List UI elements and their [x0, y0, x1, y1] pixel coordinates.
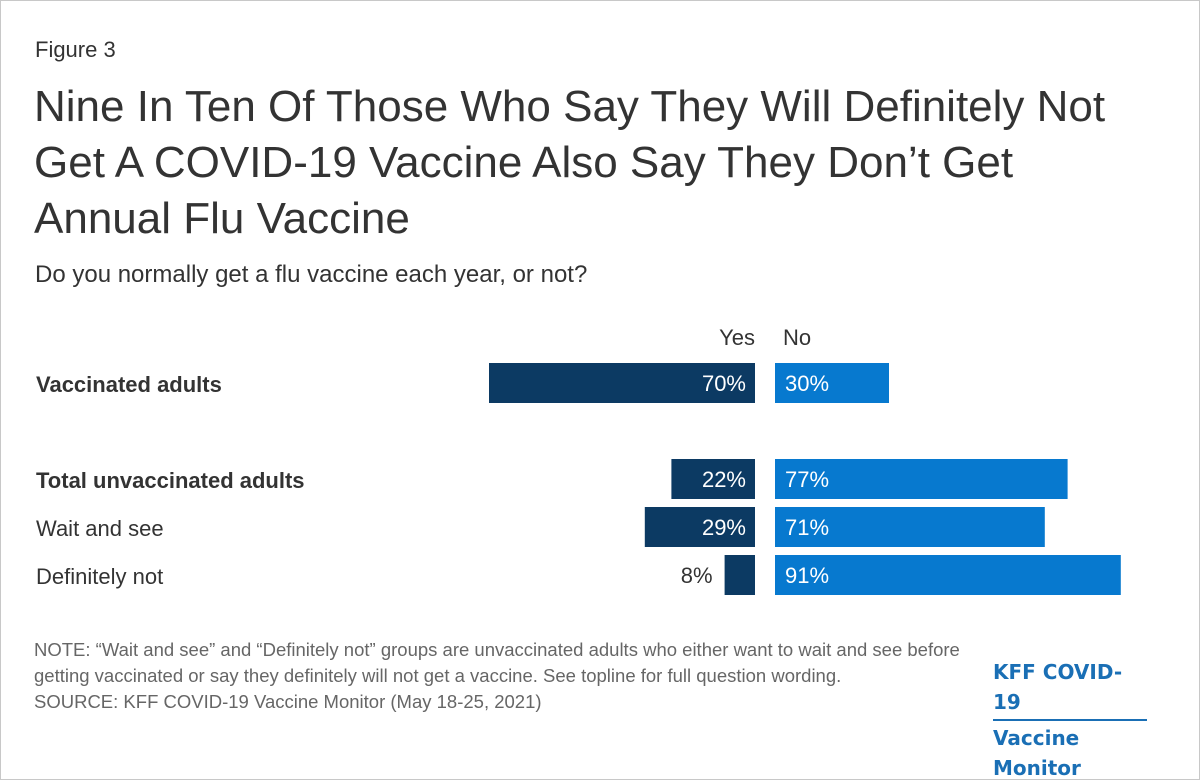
bar-yes [724, 555, 755, 595]
category-label: Total unvaccinated adults [36, 468, 305, 493]
footnote: NOTE: “Wait and see” and “Definitely not… [34, 637, 964, 715]
bar-no-label: 30% [785, 371, 829, 396]
bar-yes [644, 507, 755, 547]
bar-yes-label: 29% [702, 515, 746, 540]
logo-line-1: KFF COVID-19 [993, 657, 1147, 721]
category-label: Vaccinated adults [36, 372, 222, 397]
chart-subtitle: Do you normally get a flu vaccine each y… [35, 261, 588, 288]
bar-yes-label: 70% [702, 371, 746, 396]
bar-no [775, 555, 1121, 595]
legend-no: No [783, 325, 811, 350]
category-label: Wait and see [36, 516, 164, 541]
legend-yes: Yes [719, 325, 755, 350]
bar-no [775, 459, 1068, 499]
bar-chart: Yes No Vaccinated adults 70% 30% Total unvacc… [36, 325, 1121, 595]
figure-label: Figure 3 [35, 37, 116, 62]
bar-no [775, 363, 889, 403]
category-label: Definitely not [36, 564, 163, 589]
bar-no-label: 77% [785, 467, 829, 492]
bar-yes [489, 363, 755, 403]
logo-line-2: Vaccine Monitor [993, 726, 1081, 780]
bar-no-label: 71% [785, 515, 829, 540]
chart-title: Nine In Ten Of Those Who Say They Will D… [34, 82, 1106, 243]
kff-logo: KFF COVID-19 Vaccine Monitor [993, 657, 1169, 783]
bar-yes [671, 459, 755, 499]
bar-yes-label: 8% [681, 563, 713, 588]
bar-yes-label: 22% [702, 467, 746, 492]
bar-no-label: 91% [785, 563, 829, 588]
source-text: SOURCE: KFF COVID-19 Vaccine Monitor (Ma… [34, 691, 542, 712]
note-text: NOTE: “Wait and see” and “Definitely not… [34, 639, 960, 686]
bar-no [775, 507, 1045, 547]
